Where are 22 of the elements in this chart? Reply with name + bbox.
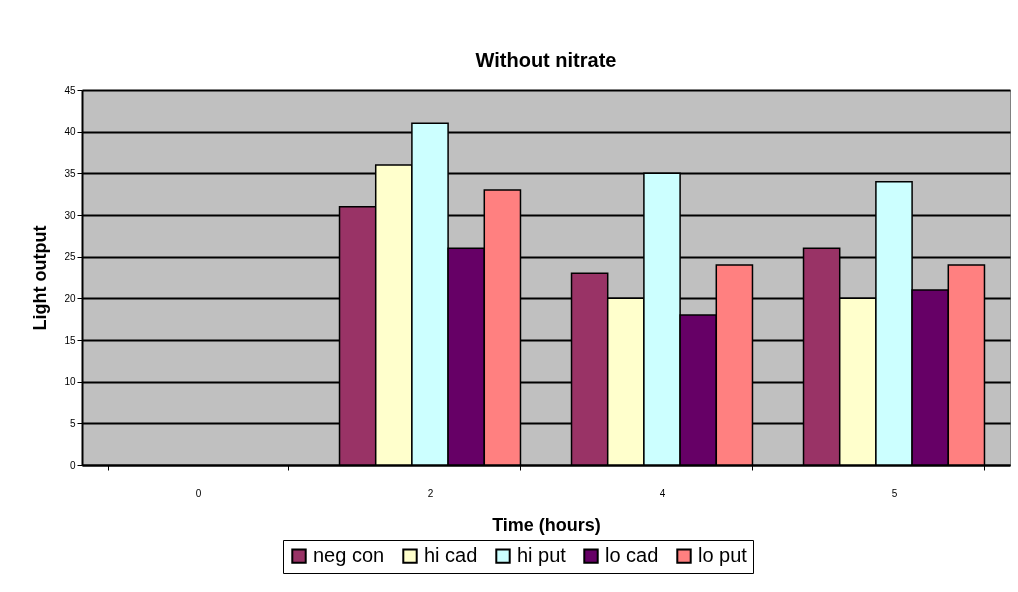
x-axis-title: Time (hours) <box>492 514 601 535</box>
x-tick-label: 4 <box>659 487 666 499</box>
y-tick-label: 35 <box>64 167 76 179</box>
y-tick-label: 5 <box>69 417 76 429</box>
chart-title: Without nitrate <box>475 49 617 71</box>
x-tick-label: 5 <box>891 487 898 499</box>
y-tick-label: 10 <box>64 376 76 388</box>
y-tick-label: 30 <box>64 209 76 221</box>
y-tick-label: 0 <box>69 459 76 471</box>
legend-label: hi put <box>517 544 567 567</box>
y-tick-label: 15 <box>64 334 76 346</box>
y-tick-label: 40 <box>64 126 76 138</box>
y-tick-label: 20 <box>64 292 76 304</box>
legend-label: lo cad <box>605 544 659 567</box>
y-axis-title: Light output <box>30 225 51 331</box>
x-tick-label: 0 <box>195 487 202 499</box>
legend-label: neg con <box>313 544 385 567</box>
legend-label: lo put <box>698 544 748 567</box>
y-tick-label: 25 <box>64 251 76 263</box>
x-tick-label: 2 <box>427 487 434 499</box>
y-tick-label: 45 <box>64 84 76 96</box>
legend-label: hi cad <box>424 544 478 567</box>
